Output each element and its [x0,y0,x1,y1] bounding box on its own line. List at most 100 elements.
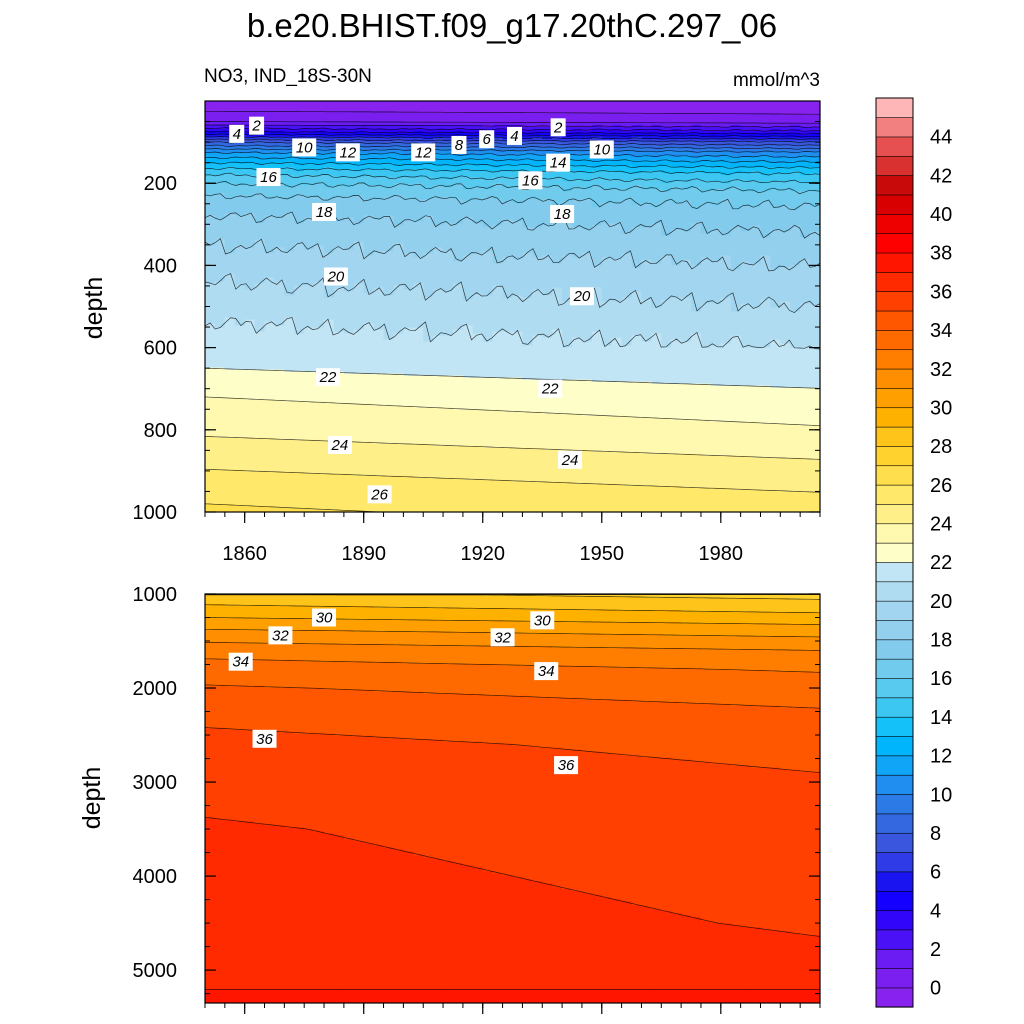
contour-line-12 [205,156,820,164]
colorbar-label: 30 [930,397,952,419]
colorbar-swatch [875,774,914,795]
upper-contour-label: 18 [550,205,575,224]
colorbar-swatch [875,271,914,292]
lower-panel: 1000 2000 3000 4000 5000 30 30 32 32 34 34 36 36 [133,584,821,1004]
colorbar-swatch [875,600,914,621]
colorbar-label: 24 [930,513,952,535]
colorbar-label: 32 [930,359,952,381]
lower-contour-label: 34 [534,662,559,681]
lower-y-tick-label: 5000 [133,960,178,982]
colorbar-swatch [875,871,914,892]
colorbar-swatch [875,561,914,583]
upper-contour-label: 18 [312,202,337,221]
colorbar-label: 16 [930,668,952,690]
colorbar-swatch [875,349,914,370]
colorbar-swatch [875,310,914,331]
colorbar-label: 40 [930,204,952,226]
colorbar-label: 22 [930,552,952,574]
upper-contour-label: 26 [367,485,392,504]
upper-contour-label: 4 [506,126,522,145]
colorbar-swatch [875,542,914,563]
colorbar-swatch [875,851,914,873]
upper-contour-label: 2 [249,116,265,135]
upper-y-tick-label: 1000 [133,502,178,524]
contour-line-29 [205,604,820,614]
x-tick-label: 1950 [580,543,625,565]
upper-contour-label: 10 [589,140,614,159]
colorbar-swatch [875,194,914,215]
left-subtitle: NO3, IND_18S-30N [204,66,372,87]
colorbar-swatch [875,523,914,544]
x-axis: 1860 1890 1920 1950 1980 [204,512,821,1014]
upper-y-axis-label: depth [80,277,108,340]
lower-contour-label: 32 [268,626,293,645]
x-tick-label: 1890 [341,543,386,565]
colorbar-label: 42 [930,165,952,187]
colorbar-label: 28 [930,436,952,458]
colorbar-label: 38 [930,243,952,265]
colorbar-label: 20 [930,591,952,613]
lower-y-tick-label: 1000 [133,584,178,606]
colorbar-swatch [875,832,914,853]
contour-line-20 [205,273,820,314]
colorbar-swatch [875,755,914,776]
colorbar-swatch [875,368,914,389]
colorbar-swatch [875,484,914,505]
colorbar-label: 8 [930,823,941,845]
lower-contour-label: 30 [312,608,337,627]
chart-title: b.e20.BHIST.f09_g17.20thC.297_06 [247,7,777,44]
x-tick-label: 1860 [222,543,267,565]
colorbar-label: 34 [930,320,952,342]
colorbar-swatch [875,136,914,157]
colorbar-label: 14 [930,707,952,729]
colorbar-swatch [875,581,914,602]
upper-contour-label: 22 [538,379,563,398]
colorbar-swatch [875,813,914,834]
colorbar-label: 10 [930,784,952,806]
colorbar-swatch [875,175,914,196]
contour-line-36 [205,816,820,937]
contour-line-0 [205,110,820,115]
contour-line-25 [205,468,820,493]
units-label: mmol/m^3 [733,70,820,91]
colorbar-swatch [875,619,914,641]
upper-contour-label: 4 [229,124,245,143]
colorbar-swatch [875,987,914,1008]
lower-contour-label: 36 [554,756,579,775]
colorbar-label: 44 [930,127,952,149]
colorbar-swatch [875,97,914,118]
colorbar-swatch [875,252,914,273]
colorbar-swatch [875,407,914,428]
lower-y-tick-label: 3000 [133,772,178,794]
upper-field [205,101,820,512]
contour-line-32 [205,642,820,651]
upper-y-tick-label: 800 [144,420,177,442]
colorbar-swatch [875,213,914,234]
upper-y-tick-label: 200 [144,173,177,195]
contour-line-23 [205,396,820,427]
contour-line-18 [205,211,820,239]
colorbar-swatch [875,697,914,718]
colorbar-label: 36 [930,281,952,303]
colorbar-swatch [875,291,914,312]
colorbar-swatch [875,155,914,176]
upper-contour-label: 24 [558,450,583,469]
colorbar-swatch [875,793,914,815]
colorbar-label: 26 [930,475,952,497]
lower-y-axis-label: depth [78,767,106,830]
colorbar-swatch [875,465,914,486]
upper-contour-label: 14 [546,153,571,172]
upper-contour-label: 8 [451,135,467,154]
colorbar-swatch [875,658,914,679]
colorbar-swatch [875,503,914,525]
upper-contour-label: 16 [256,168,281,187]
contour-line-14 [205,166,820,176]
colorbar-label: 18 [930,630,952,652]
contour-line-24 [205,436,820,460]
upper-contour-label: 12 [335,143,360,162]
upper-contour-label: 6 [479,130,495,149]
upper-contour-label: 10 [292,138,317,157]
lower-frame [204,593,821,1004]
